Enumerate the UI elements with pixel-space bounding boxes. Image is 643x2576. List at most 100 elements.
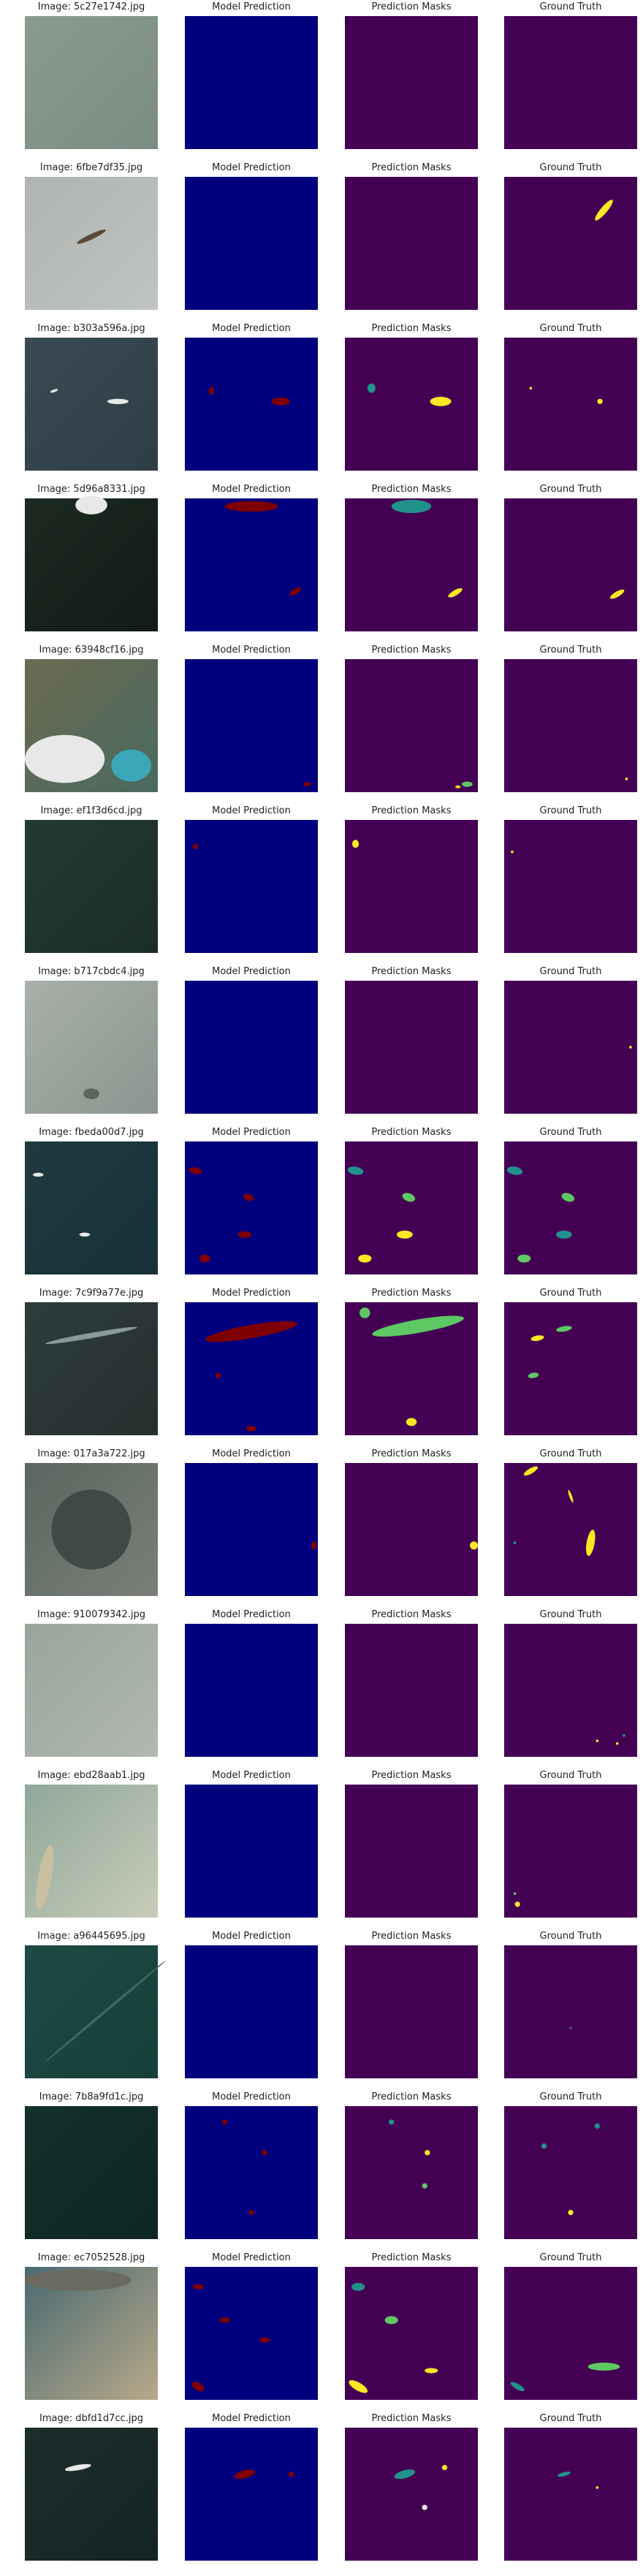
column-title: Prediction Masks: [372, 1609, 452, 1620]
prediction-panel: [185, 1302, 318, 1435]
column-title: Prediction Masks: [372, 323, 452, 334]
column-title: Prediction Masks: [372, 162, 452, 173]
segment-blob: [50, 389, 58, 393]
ground-truth-panel: [504, 1624, 637, 1757]
ground-truth-panel: [504, 1141, 637, 1274]
segment-blob: [189, 1167, 202, 1174]
segment-blob: [79, 1232, 91, 1237]
segment-blob: [352, 840, 359, 848]
segment-blob: [262, 2150, 267, 2156]
input-image: [25, 2428, 158, 2561]
image-title: Image: dbfd1d7cc.jpg: [39, 2413, 143, 2424]
image-title: Image: ef1f3d6cd.jpg: [40, 805, 142, 816]
column-title: Prediction Masks: [372, 1931, 452, 1942]
input-image: [25, 177, 158, 310]
column-title: Prediction Masks: [372, 966, 452, 977]
image-title: Image: b303a596a.jpg: [37, 323, 145, 334]
prediction-panel: [185, 659, 318, 792]
mask-panel: [345, 2428, 478, 2561]
segment-blob: [425, 2150, 430, 2156]
segment-blob: [25, 2269, 132, 2291]
column-title: Prediction Masks: [372, 484, 452, 495]
segment-blob: [561, 1193, 575, 1202]
row: Image: a96445695.jpg Model Prediction Pred…: [25, 1931, 637, 2078]
mask-panel: [345, 1624, 478, 1757]
column-title: Model Prediction: [212, 966, 291, 977]
column-title: Model Prediction: [212, 323, 291, 334]
input-image: [25, 1945, 158, 2078]
segment-blob: [597, 398, 603, 404]
segment-blob: [595, 200, 613, 221]
mask-panel: [345, 177, 478, 310]
row: Image: 6fbe7df35.jpg Model Prediction Pred…: [25, 162, 637, 310]
segment-blob: [192, 2284, 204, 2290]
segment-blob: [367, 383, 376, 393]
segment-blob: [259, 2337, 270, 2343]
segment-blob: [530, 1335, 544, 1342]
segment-blob: [372, 1315, 464, 1337]
segment-blob: [568, 1489, 574, 1503]
segment-blob: [45, 1326, 137, 1345]
prediction-panel: [185, 1945, 318, 2078]
segment-blob: [234, 2469, 256, 2480]
ground-truth-panel: [504, 659, 637, 792]
mask-panel: [345, 1945, 478, 2078]
column-title: Ground Truth: [540, 1, 602, 12]
segment-blob: [205, 1321, 297, 1342]
image-title: Image: 7c9f9a77e.jpg: [39, 1288, 144, 1299]
column-title: Ground Truth: [540, 645, 602, 656]
ground-truth-panel: [504, 2106, 637, 2239]
segment-blob: [455, 785, 461, 789]
segment-blob: [629, 1046, 632, 1049]
mask-panel: [345, 498, 478, 631]
segment-blob: [396, 1230, 413, 1239]
ground-truth-panel: [504, 16, 637, 149]
column-title: Ground Truth: [540, 2413, 602, 2424]
segment-blob: [32, 1172, 44, 1177]
row: Image: fbeda00d7.jpg Model Prediction Pred…: [25, 1127, 637, 1274]
mask-panel: [345, 2267, 478, 2400]
column-title: Prediction Masks: [372, 1770, 452, 1781]
image-title: Image: ec7052528.jpg: [38, 2252, 145, 2263]
segment-blob: [596, 2486, 599, 2489]
column-title: Prediction Masks: [372, 1, 452, 12]
column-title: Model Prediction: [212, 2413, 291, 2424]
image-title: Image: a96445695.jpg: [37, 1931, 145, 1942]
segment-blob: [586, 1530, 596, 1557]
column-title: Ground Truth: [540, 323, 602, 334]
prediction-panel: [185, 2267, 318, 2400]
image-title: Image: 6fbe7df35.jpg: [40, 162, 142, 173]
segment-blob: [506, 1166, 523, 1175]
column-title: Model Prediction: [212, 1931, 291, 1942]
segment-blob: [615, 1741, 619, 1745]
segment-blob: [569, 2026, 572, 2029]
segment-blob: [289, 587, 302, 596]
segment-blob: [111, 749, 151, 782]
image-title: Image: 910079342.jpg: [37, 1609, 145, 1620]
prediction-panel: [185, 981, 318, 1114]
column-title: Model Prediction: [212, 805, 291, 816]
input-image: [25, 338, 158, 471]
segment-blob: [351, 2282, 365, 2291]
column-title: Ground Truth: [540, 966, 602, 977]
prediction-panel: [185, 1141, 318, 1274]
segment-blob: [594, 2123, 601, 2129]
image-title: Image: 017a3a722.jpg: [37, 1448, 145, 1459]
segment-blob: [425, 2368, 438, 2374]
segment-blob: [422, 2504, 427, 2510]
segment-blob: [271, 397, 290, 406]
input-image: [25, 1141, 158, 1274]
segment-blob: [517, 1254, 531, 1263]
prediction-panel: [185, 1463, 318, 1596]
column-title: Ground Truth: [540, 1288, 602, 1299]
ground-truth-panel: [504, 1463, 637, 1596]
segment-blob: [221, 2119, 228, 2125]
ground-truth-panel: [504, 177, 637, 310]
segment-blob: [513, 1541, 517, 1545]
segment-blob: [406, 1418, 417, 1426]
ground-truth-panel: [504, 498, 637, 631]
segment-blob: [75, 495, 107, 514]
segment-blob: [529, 387, 533, 390]
row: Image: 017a3a722.jpg Model Prediction Pred…: [25, 1448, 637, 1596]
